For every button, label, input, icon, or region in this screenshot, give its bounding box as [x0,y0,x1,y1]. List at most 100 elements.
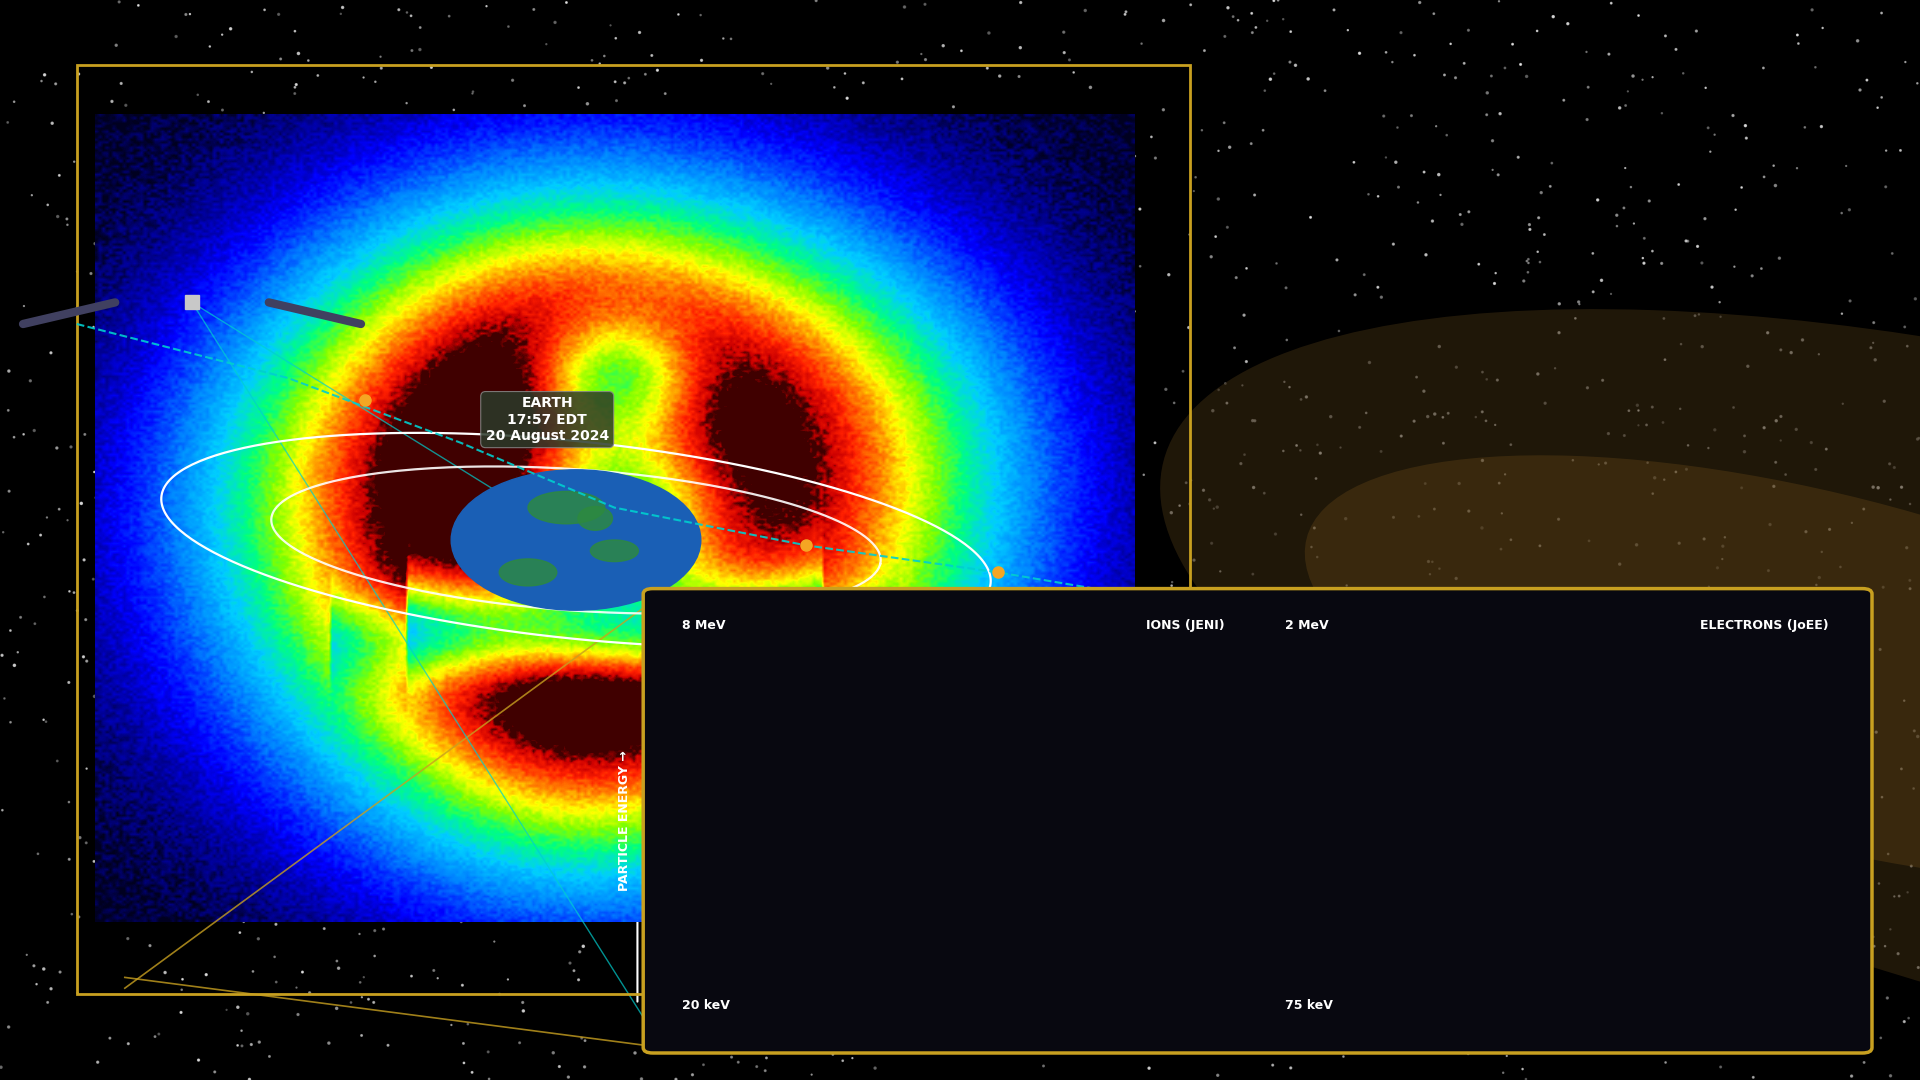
Point [1450,55,1480,72]
Point [1874,455,1905,472]
Point [461,161,492,178]
Point [261,368,292,386]
Point [1509,997,1540,1014]
Text: 75 keV: 75 keV [1284,999,1332,1012]
Point [332,855,363,873]
Point [1599,754,1630,771]
Point [219,462,250,480]
Point [780,107,810,124]
Point [1523,798,1553,815]
Point [509,97,540,114]
Point [829,65,860,82]
Point [98,663,129,680]
Point [1236,135,1267,152]
Point [1446,206,1476,224]
Point [593,351,624,368]
Point [209,647,240,664]
Point [1801,58,1832,76]
Point [580,527,611,544]
Point [1210,724,1240,741]
Point [563,79,593,96]
Point [169,912,200,929]
Point [284,652,315,670]
Point [92,656,123,673]
Point [180,826,211,843]
Point [1396,107,1427,124]
Point [1476,132,1507,149]
Point [182,411,213,429]
Point [1415,832,1446,849]
Point [371,678,401,696]
Point [1261,255,1292,272]
Point [419,962,449,980]
Point [931,909,962,927]
Point [177,113,207,131]
Point [1699,126,1730,144]
Point [1425,561,1455,578]
Point [666,540,697,557]
Point [1258,807,1288,824]
Point [753,1032,783,1050]
Point [171,5,202,23]
Point [1417,553,1448,570]
Point [457,111,488,129]
Point [1859,478,1889,496]
Point [1747,59,1778,77]
Point [1444,475,1475,492]
Point [96,93,127,110]
Point [323,417,353,434]
Point [570,1032,601,1050]
Point [1188,482,1219,499]
Point [1697,760,1728,778]
Point [397,744,428,761]
Point [643,1041,674,1058]
Point [1069,240,1100,257]
Point [0,647,17,664]
Point [1127,35,1158,52]
Point [1503,731,1534,748]
Point [468,888,499,905]
Point [1217,814,1248,832]
Point [303,458,334,475]
Point [1386,428,1417,445]
Point [856,190,887,207]
Ellipse shape [1160,309,1920,1080]
Point [952,546,983,564]
Point [106,75,136,92]
Point [1480,937,1511,955]
Point [188,430,219,447]
Point [1071,756,1102,773]
Point [630,66,660,83]
Point [839,248,870,266]
Point [65,829,96,847]
Point [1782,26,1812,43]
Point [386,326,417,343]
Point [111,97,142,114]
Point [1210,375,1240,392]
Point [1644,779,1674,796]
Point [1079,806,1110,823]
Point [355,458,386,475]
Point [1636,661,1667,678]
Point [1382,178,1413,195]
Point [348,69,378,86]
Point [1628,255,1659,272]
Point [639,329,670,347]
Point [1619,1038,1649,1055]
Point [724,1054,755,1071]
Point [540,338,570,355]
Point [870,1038,900,1055]
Point [1423,721,1453,739]
Point [1469,940,1500,957]
Point [119,904,150,921]
Point [1271,280,1302,297]
Point [171,518,202,536]
Point [513,129,543,146]
Point [1523,23,1553,40]
Point [933,595,964,612]
Point [649,267,680,284]
Point [632,414,662,431]
Point [1638,68,1668,85]
Point [323,959,353,976]
Point [177,450,207,468]
